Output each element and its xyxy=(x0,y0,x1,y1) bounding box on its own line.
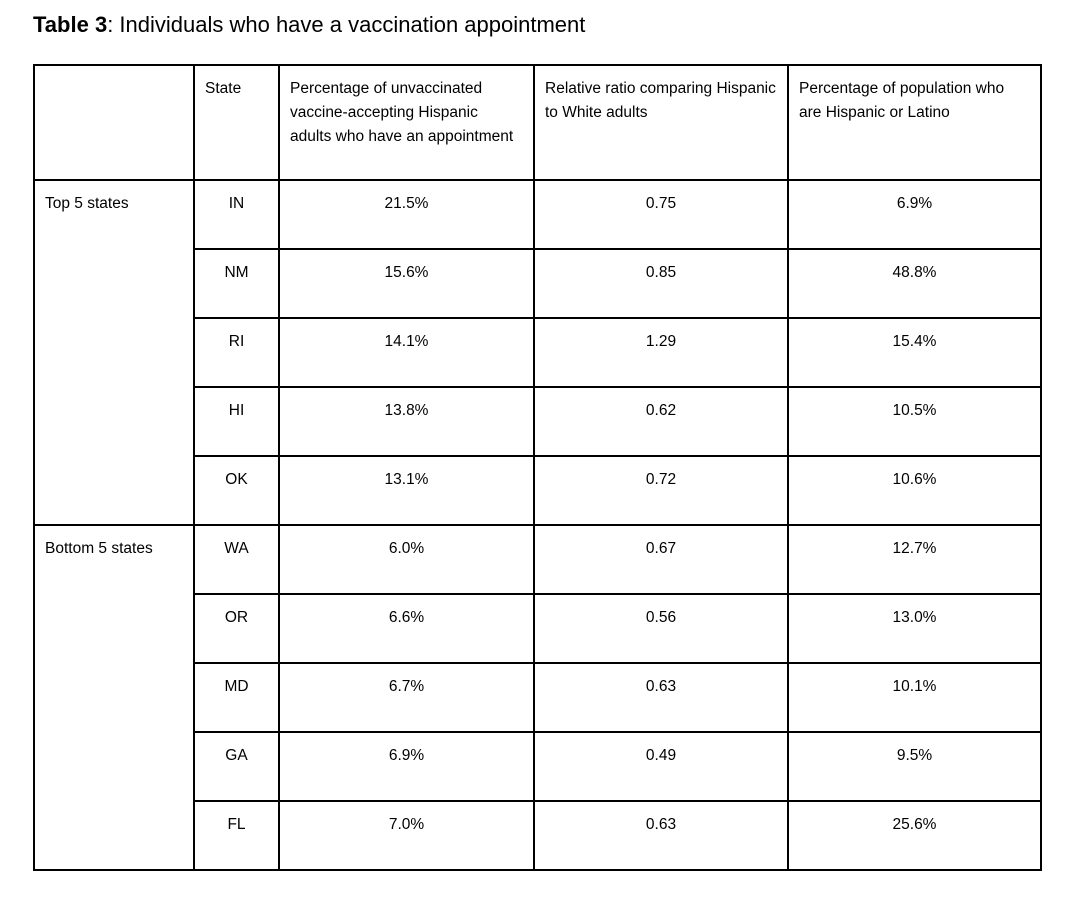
cell-state: FL xyxy=(193,800,280,871)
cell-appointment-pct: 7.0% xyxy=(278,800,535,871)
table-row-md: MD 6.7% 0.63 10.1% xyxy=(34,662,1042,733)
cell-relative-ratio: 0.49 xyxy=(533,731,789,802)
cell-hispanic-pct: 10.5% xyxy=(787,386,1042,457)
cell-hispanic-pct: 48.8% xyxy=(787,248,1042,319)
cell-relative-ratio: 0.75 xyxy=(533,179,789,250)
header-state: State xyxy=(193,64,280,181)
cell-hispanic-pct: 9.5% xyxy=(787,731,1042,802)
cell-state: MD xyxy=(193,662,280,733)
cell-state: OK xyxy=(193,455,280,526)
cell-hispanic-pct: 12.7% xyxy=(787,524,1042,595)
header-appointment-pct: Percentage of unvaccinated vaccine-accep… xyxy=(278,64,535,181)
header-hispanic-pct: Percentage of population who are Hispani… xyxy=(787,64,1042,181)
cell-state: OR xyxy=(193,593,280,664)
cell-appointment-pct: 6.9% xyxy=(278,731,535,802)
cell-appointment-pct: 6.0% xyxy=(278,524,535,595)
cell-relative-ratio: 0.62 xyxy=(533,386,789,457)
cell-relative-ratio: 0.63 xyxy=(533,800,789,871)
cell-relative-ratio: 0.72 xyxy=(533,455,789,526)
cell-hispanic-pct: 10.1% xyxy=(787,662,1042,733)
cell-appointment-pct: 21.5% xyxy=(278,179,535,250)
cell-appointment-pct: 15.6% xyxy=(278,248,535,319)
row-group-label-top5: Top 5 states xyxy=(33,179,195,526)
table-row-or: OR 6.6% 0.56 13.0% xyxy=(34,593,1042,664)
table-row-ga: GA 6.9% 0.49 9.5% xyxy=(34,731,1042,802)
cell-relative-ratio: 0.85 xyxy=(533,248,789,319)
header-row: State Percentage of unvaccinated vaccine… xyxy=(33,64,1042,181)
cell-state: RI xyxy=(193,317,280,388)
cell-state: GA xyxy=(193,731,280,802)
cell-relative-ratio: 0.56 xyxy=(533,593,789,664)
cell-hispanic-pct: 25.6% xyxy=(787,800,1042,871)
vaccination-appointment-table: State Percentage of unvaccinated vaccine… xyxy=(33,64,1042,871)
cell-hispanic-pct: 15.4% xyxy=(787,317,1042,388)
table-caption: Table 3: Individuals who have a vaccinat… xyxy=(33,12,1040,38)
header-relative-ratio: Relative ratio comparing Hispanic to Whi… xyxy=(533,64,789,181)
table-row-nm: NM 15.6% 0.85 48.8% xyxy=(34,248,1042,319)
cell-state: NM xyxy=(193,248,280,319)
cell-relative-ratio: 1.29 xyxy=(533,317,789,388)
cell-relative-ratio: 0.63 xyxy=(533,662,789,733)
table-row-ri: RI 14.1% 1.29 15.4% xyxy=(34,317,1042,388)
cell-state: WA xyxy=(193,524,280,595)
cell-hispanic-pct: 10.6% xyxy=(787,455,1042,526)
cell-hispanic-pct: 13.0% xyxy=(787,593,1042,664)
cell-hispanic-pct: 6.9% xyxy=(787,179,1042,250)
cell-appointment-pct: 6.6% xyxy=(278,593,535,664)
cell-appointment-pct: 14.1% xyxy=(278,317,535,388)
cell-state: IN xyxy=(193,179,280,250)
cell-appointment-pct: 6.7% xyxy=(278,662,535,733)
cell-relative-ratio: 0.67 xyxy=(533,524,789,595)
cell-state: HI xyxy=(193,386,280,457)
table-row-in: Top 5 states IN 21.5% 0.75 6.9% xyxy=(33,179,1042,526)
table-caption-text: : Individuals who have a vaccination app… xyxy=(107,12,586,37)
row-group-label-bottom5: Bottom 5 states xyxy=(33,524,195,871)
cell-appointment-pct: 13.1% xyxy=(278,455,535,526)
table-caption-label: Table 3 xyxy=(33,12,108,37)
table-row-wa: Bottom 5 states WA 6.0% 0.67 12.7% xyxy=(33,524,1042,871)
cell-appointment-pct: 13.8% xyxy=(278,386,535,457)
table-row-fl: FL 7.0% 0.63 25.6% xyxy=(34,800,1042,871)
table-row-hi: HI 13.8% 0.62 10.5% xyxy=(34,386,1042,457)
table-row-ok: OK 13.1% 0.72 10.6% xyxy=(34,455,1042,526)
header-group-empty xyxy=(33,64,195,181)
